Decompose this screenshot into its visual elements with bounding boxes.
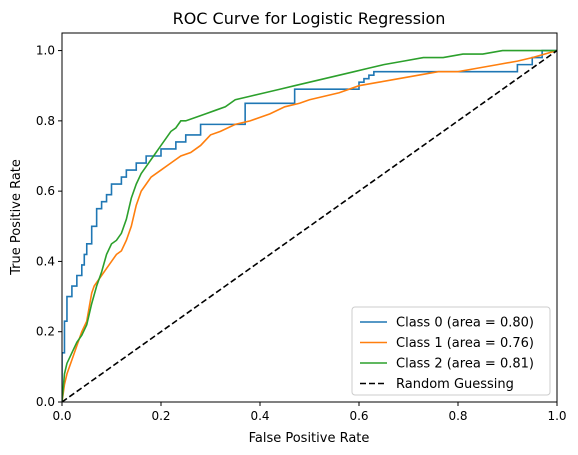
legend-label-0: Class 0 (area = 0.80) — [396, 316, 534, 331]
legend: Class 0 (area = 0.80) Class 1 (area = 0.7… — [351, 306, 551, 396]
y-axis-label: True Positive Rate — [9, 159, 24, 276]
y-tick-label: 1.0 — [36, 44, 55, 58]
x-tick-label: 0.4 — [250, 409, 269, 423]
series-line-1 — [62, 49, 557, 402]
plot-frame — [61, 32, 558, 403]
y-tick-label: 0.8 — [36, 114, 55, 128]
series-line-3 — [62, 49, 557, 402]
series-layer — [62, 49, 557, 402]
x-tick-label: 0.0 — [52, 409, 71, 423]
x-tick-label: 0.6 — [349, 409, 368, 423]
y-tick-label: 0.6 — [36, 184, 55, 198]
chart-title: ROC Curve for Logistic Regression — [173, 9, 446, 28]
series-line-0 — [62, 49, 557, 402]
legend-label-2: Class 2 (area = 0.81) — [396, 357, 534, 372]
x-axis: 0.0 0.2 0.4 0.6 0.8 1.0 — [52, 402, 567, 423]
y-tick-label: 0.4 — [36, 254, 55, 268]
legend-label-3: Random Guessing — [396, 377, 514, 392]
x-tick-label: 0.8 — [448, 409, 467, 423]
y-tick-label: 0.0 — [36, 395, 55, 409]
y-tick-label: 0.2 — [36, 325, 55, 339]
x-axis-label: False Positive Rate — [249, 431, 370, 446]
y-axis: 0.0 0.2 0.4 0.6 0.8 1.0 — [36, 44, 62, 409]
legend-label-1: Class 1 (area = 0.76) — [396, 336, 534, 351]
legend-box — [351, 306, 551, 396]
x-tick-label: 1.0 — [547, 409, 566, 423]
series-line-2 — [62, 49, 557, 402]
x-tick-label: 0.2 — [151, 409, 170, 423]
